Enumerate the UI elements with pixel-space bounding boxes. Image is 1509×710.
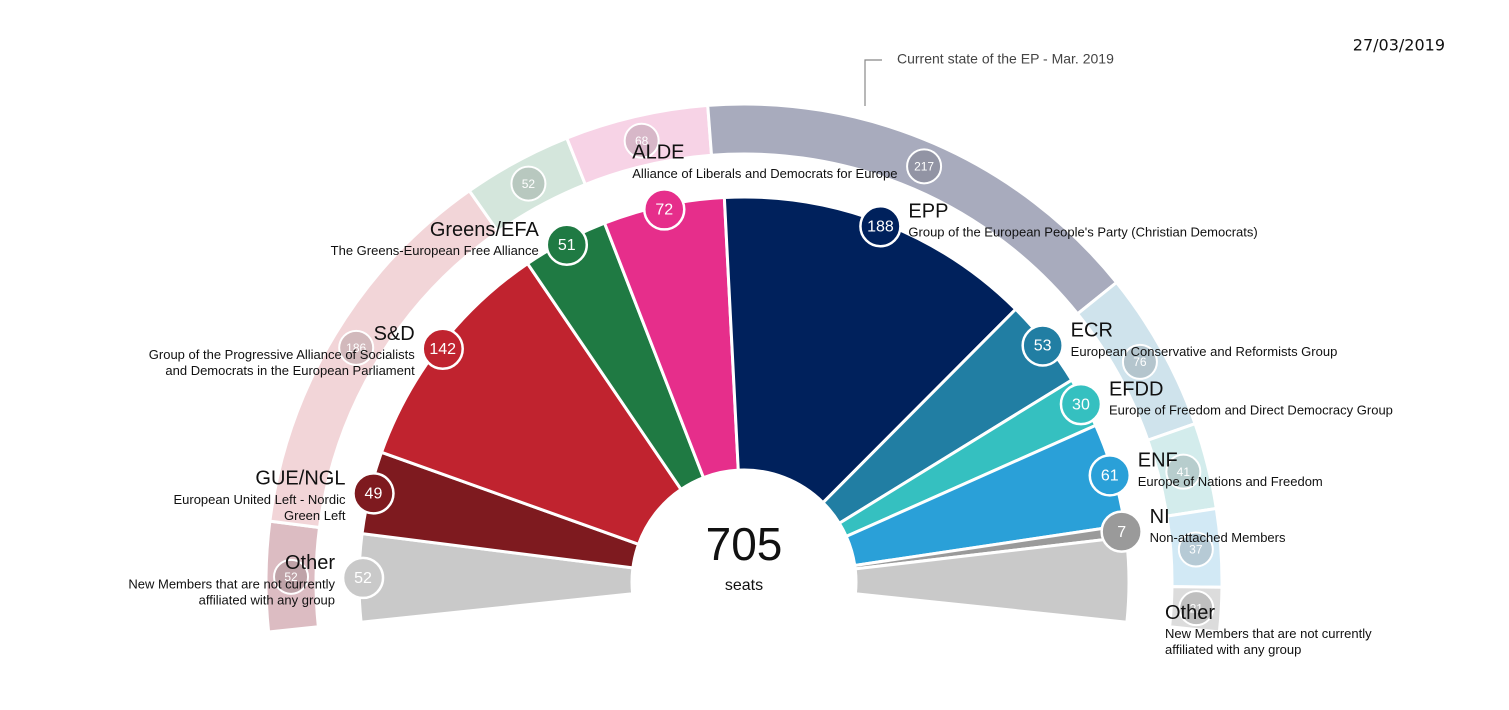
group-name: S&D: [374, 323, 415, 345]
value-label: 51: [558, 237, 576, 254]
ring-value: 68: [635, 134, 649, 148]
ring-value: 76: [1133, 355, 1147, 369]
ring-badge: [1178, 590, 1215, 627]
ring-value: 186: [346, 341, 366, 355]
group-description: Green Left: [284, 508, 346, 523]
ring-value: 21: [1190, 601, 1204, 615]
group-description: New Members that are not currently: [128, 576, 335, 591]
group-description: affiliated with any group: [1165, 642, 1301, 657]
group-description: Non-attached Members: [1150, 530, 1286, 545]
group-description: Alliance of Liberals and Democrats for E…: [632, 166, 897, 181]
ring-badge-shade: [275, 560, 308, 593]
value-badge: [859, 205, 902, 248]
group-name: Other: [1165, 602, 1215, 624]
total-label: seats: [725, 577, 763, 594]
ring-badge: [1165, 453, 1202, 490]
ring-badge-shade: [625, 124, 658, 157]
value-badge: [643, 188, 686, 231]
ring-badge: [273, 558, 310, 595]
group-description: and Democrats in the European Parliament: [165, 363, 415, 378]
ring-value: 52: [522, 177, 536, 191]
value-label: 188: [867, 218, 894, 235]
ring-value: 52: [284, 570, 298, 584]
ring-badge-shade: [1123, 345, 1156, 378]
group-description: The Greens-European Free Alliance: [331, 243, 539, 258]
ring-badge-shade: [908, 150, 941, 183]
ring-value: 217: [914, 160, 934, 174]
value-label: 49: [365, 486, 383, 503]
ring-badge-shade: [340, 331, 373, 364]
value-label: 52: [354, 570, 372, 587]
value-badge: [1100, 510, 1143, 553]
group-name: EFDD: [1109, 378, 1163, 400]
ring-badge: [1121, 343, 1158, 380]
ring-badge: [510, 165, 547, 202]
group-description: Europe of Freedom and Direct Democracy G…: [1109, 403, 1393, 418]
ring-badge: [623, 122, 660, 159]
group-name: EPP: [908, 201, 948, 223]
value-badge: [341, 556, 385, 600]
total: 705: [706, 518, 783, 570]
value-badge: [421, 327, 464, 371]
ring-badge-shade: [1179, 533, 1212, 566]
value-badge: [1059, 382, 1103, 426]
value-badge: [352, 472, 395, 515]
ring-value: 41: [1177, 465, 1191, 479]
group-name: ALDE: [632, 142, 684, 164]
group-name: GUE/NGL: [255, 468, 345, 490]
group-description: Europe of Nations and Freedom: [1138, 474, 1323, 489]
wedge: [722, 195, 1018, 505]
value-badge: [545, 223, 589, 266]
group-name: ECR: [1071, 320, 1113, 342]
value-badge: [1021, 324, 1064, 367]
value-label: 61: [1101, 468, 1119, 485]
group-description: New Members that are not currently: [1165, 626, 1372, 641]
annotation-leader: [864, 59, 882, 106]
ring-badge-shade: [1180, 592, 1213, 625]
value-badge: [1088, 454, 1132, 497]
ring-badge: [906, 148, 943, 185]
date: 27/03/2019: [1353, 36, 1445, 55]
group-name: Other: [285, 552, 335, 574]
ring-badge: [338, 329, 375, 366]
group-name: ENF: [1138, 450, 1178, 472]
annotation: Current state of the EP - Mar. 2019: [897, 51, 1114, 67]
value-label: 53: [1034, 338, 1052, 355]
group-description: European United Left - Nordic: [173, 492, 345, 507]
group-description: affiliated with any group: [199, 592, 335, 607]
value-label: 7: [1117, 524, 1126, 541]
value-label: 72: [655, 202, 673, 219]
group-description: Group of the Progressive Alliance of Soc…: [149, 347, 415, 362]
ring-value: 37: [1189, 543, 1203, 557]
group-name: Greens/EFA: [430, 219, 540, 241]
ring-badge-shade: [1167, 455, 1200, 488]
group-description: Group of the European People's Party (Ch…: [908, 225, 1257, 240]
ring-badge-shade: [512, 167, 545, 200]
value-label: 142: [429, 341, 456, 358]
group-name: NI: [1150, 506, 1170, 528]
ring-badge: [1177, 531, 1214, 568]
group-description: European Conservative and Reformists Gro…: [1071, 344, 1338, 359]
wedge: [853, 535, 1131, 624]
value-label: 30: [1072, 396, 1090, 413]
